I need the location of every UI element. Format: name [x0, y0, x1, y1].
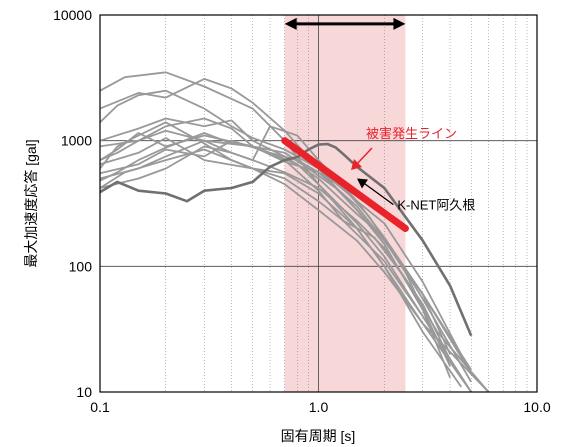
gridlines: [100, 15, 537, 392]
spectrum-series-line: [99, 139, 451, 355]
spectrum-series-line: [99, 129, 451, 361]
tick-labels: 0.1 1.0 10.0 10 100 1000 10000: [53, 7, 551, 415]
y-tick-label: 1000: [61, 133, 92, 149]
spectrum-series-line: [99, 78, 451, 379]
knet-akune-series-line: [99, 142, 473, 337]
x-tick-label: 1.0: [309, 399, 329, 415]
y-tick-label: 100: [69, 258, 93, 274]
knet-pointer: [362, 181, 394, 206]
spectrum-series-line: [99, 125, 472, 375]
x-tick-label: 0.1: [90, 399, 110, 415]
x-axis-title: 固有周期 [s]: [281, 428, 356, 444]
y-tick-label: 10000: [53, 7, 92, 23]
highlight-series: [99, 142, 473, 337]
annotations: 被害発生ライン K-NET阿久根: [281, 17, 475, 233]
range-arrow-right-head: [393, 17, 406, 30]
y-tick-label: 10: [76, 384, 92, 400]
spectrum-series-line: [99, 132, 462, 379]
spectra-series: [99, 71, 490, 393]
plot-frame: [99, 14, 538, 393]
spectrum-series-line: [99, 139, 472, 393]
x-tick-label: 10.0: [523, 399, 550, 415]
spectrum-series-line: [99, 89, 472, 375]
range-arrow-left-head: [284, 17, 297, 30]
damage-label-arrowhead: [351, 159, 362, 170]
knet-label: K-NET阿久根: [397, 198, 475, 213]
y-axis-title: 最大加速度応答 [gal]: [23, 139, 39, 267]
damage-onset-line: [281, 137, 409, 233]
knet-arrowhead: [356, 178, 368, 189]
damage-line-label: 被害発生ライン: [366, 126, 457, 141]
spectrum-series-line: [99, 148, 490, 393]
